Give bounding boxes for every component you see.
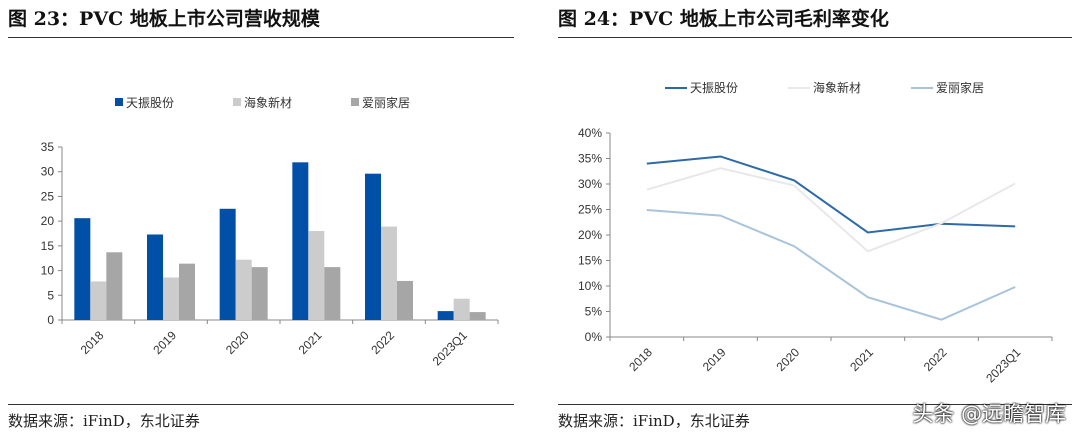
bar-y-tick-label: 10 (41, 264, 55, 278)
bar-天振股份-2019 (147, 234, 163, 320)
bar-天振股份-2022 (365, 173, 381, 320)
bar-天振股份-2021 (292, 162, 309, 320)
bar-y-tick-label: 5 (47, 288, 54, 302)
bar-海象新材-2018 (90, 281, 107, 320)
bar-爱丽家居-2021 (324, 267, 341, 320)
bar-x-tick-label: 2023Q1 (430, 328, 470, 368)
bar-y-tick-label: 0 (47, 313, 54, 327)
legend-swatch (115, 98, 123, 106)
line-series-海象新材 (646, 167, 1016, 253)
bar-爱丽家居-2023Q1 (469, 312, 486, 320)
legend-swatch (351, 98, 359, 106)
bar-天振股份-2020 (219, 208, 236, 320)
bar-爱丽家居-2020 (251, 267, 268, 320)
line-x-tick-label: 2023Q1 (983, 345, 1023, 385)
line-x-tick-label: 2021 (847, 345, 876, 374)
bar-x-tick-label: 2019 (150, 328, 179, 357)
line-series-爱丽家居 (646, 209, 1016, 321)
left-chart-title: 图 23：PVC 地板上市公司营收规模 (8, 8, 320, 30)
left-source: 数据来源：iFinD，东北证券 (8, 412, 200, 430)
bar-天振股份-2023Q1 (437, 311, 454, 320)
line-y-tick-label: 25% (578, 203, 602, 217)
line-y-tick-label: 10% (578, 279, 602, 293)
line-y-tick-label: 5% (585, 305, 603, 319)
bar-爱丽家居-2022 (397, 280, 413, 320)
bar-海象新材-2023Q1 (453, 298, 470, 320)
line-y-tick-label: 30% (578, 177, 602, 191)
source-divider (8, 404, 514, 405)
bar-爱丽家居-2018 (106, 252, 123, 320)
bar-海象新材-2020 (235, 259, 252, 320)
bar-y-tick-label: 30 (41, 165, 55, 179)
line-x-tick-label: 2022 (921, 345, 950, 374)
legend-swatch (233, 98, 241, 106)
bar-海象新材-2022 (381, 226, 397, 320)
legend-label: 海象新材 (813, 80, 861, 95)
line-y-tick-label: 0% (585, 330, 603, 344)
title-divider (558, 37, 1072, 38)
legend-label: 天振股份 (690, 81, 738, 95)
source-divider (558, 404, 1072, 405)
line-y-tick-label: 15% (578, 254, 602, 268)
bar-x-tick-label: 2020 (223, 328, 252, 357)
line-y-tick-label: 35% (578, 152, 602, 166)
line-y-tick-label: 20% (578, 228, 602, 242)
line-x-tick-label: 2020 (774, 345, 803, 374)
bar-y-tick-label: 25 (41, 189, 55, 203)
watermark: 头条 @远瞻智库 (912, 402, 1066, 426)
legend-label: 海象新材 (244, 95, 292, 110)
legend-label: 爱丽家居 (362, 95, 410, 110)
bar-y-tick-label: 20 (41, 214, 55, 228)
title-divider (8, 37, 514, 38)
bar-x-tick-label: 2021 (296, 328, 325, 357)
bar-y-tick-label: 35 (41, 140, 55, 154)
right-chart-title: 图 24：PVC 地板上市公司毛利率变化 (558, 8, 889, 30)
bar-天振股份-2018 (74, 218, 91, 320)
right-source: 数据来源：iFinD，东北证券 (558, 412, 750, 430)
bar-x-tick-label: 2022 (368, 328, 397, 357)
bar-海象新材-2021 (308, 231, 325, 320)
line-x-tick-label: 2018 (626, 345, 655, 374)
bar-x-tick-label: 2018 (78, 328, 107, 357)
bar-y-tick-label: 15 (41, 239, 55, 253)
bar-爱丽家居-2019 (179, 263, 195, 320)
line-x-tick-label: 2019 (700, 345, 729, 374)
legend-label: 爱丽家居 (936, 80, 984, 95)
line-y-tick-label: 40% (578, 126, 602, 140)
legend-label: 天振股份 (126, 96, 174, 110)
line-series-天振股份 (646, 155, 1016, 234)
bar-海象新材-2019 (163, 277, 179, 320)
